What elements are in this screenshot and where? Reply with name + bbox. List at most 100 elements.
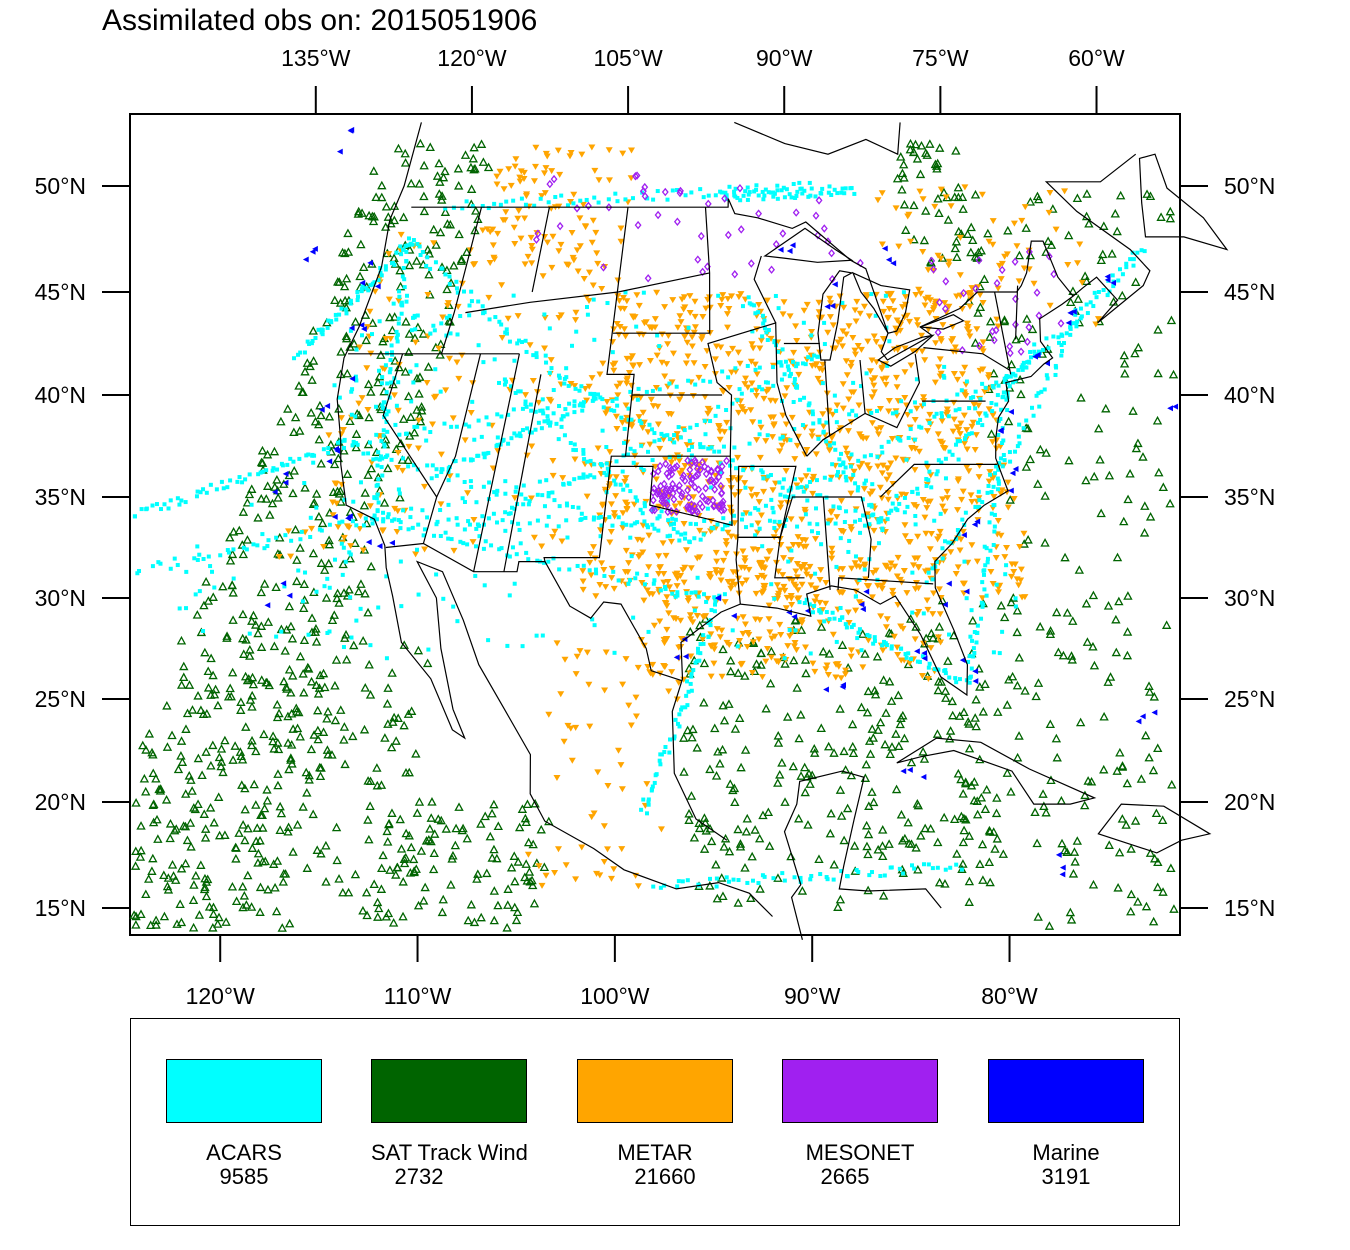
obs-marker [829,322,837,329]
obs-marker [992,529,997,534]
obs-marker [951,236,962,246]
obs-marker [748,511,753,516]
obs-marker [1084,302,1089,307]
obs-marker [991,484,996,489]
obs-marker [854,343,862,350]
obs-marker [271,466,276,471]
obs-marker [680,520,688,527]
obs-marker [987,568,995,575]
obs-marker [666,485,674,495]
obs-marker [333,453,344,463]
obs-marker [656,618,664,625]
obs-marker [328,487,339,497]
obs-marker [992,554,1000,561]
obs-marker [1157,815,1168,825]
obs-marker [1154,467,1164,477]
obs-marker [587,572,595,579]
obs-marker [941,508,949,515]
obs-marker [769,582,774,587]
obs-marker [999,612,1010,622]
obs-marker [409,427,420,437]
obs-marker [236,751,246,761]
obs-marker [284,664,295,674]
obs-marker [968,542,976,549]
obs-marker [655,333,660,338]
obs-marker [984,825,995,835]
obs-marker [298,350,303,355]
obs-marker [399,311,404,316]
obs-marker [463,422,468,427]
obs-marker [970,338,981,347]
obs-marker [415,424,420,429]
obs-marker [841,460,846,465]
obs-marker [1148,916,1159,926]
obs-marker [767,518,772,523]
obs-marker [843,450,851,457]
obs-marker [842,358,850,365]
obs-marker [288,488,298,498]
obs-marker [389,253,399,263]
obs-marker [708,485,713,490]
obs-marker [989,218,997,225]
obs-marker [287,633,298,643]
obs-marker [795,371,803,378]
obs-marker [754,833,765,843]
obs-marker [675,486,683,495]
obs-marker [512,156,520,163]
obs-marker [798,581,806,588]
obs-marker [840,186,845,191]
obs-marker [600,567,608,574]
obs-marker [699,658,710,668]
obs-marker [159,911,170,921]
obs-marker [940,686,951,695]
obs-marker [709,445,714,450]
obs-marker [571,201,576,206]
obs-marker [851,380,856,385]
obs-marker [617,238,625,245]
obs-marker [1043,236,1053,246]
obs-marker [553,774,561,781]
obs-marker [619,415,624,420]
obs-marker [339,541,344,546]
obs-marker [412,424,417,429]
obs-marker [1045,252,1053,261]
obs-marker [386,409,391,414]
obs-marker [735,397,740,402]
obs-marker [936,356,944,363]
obs-marker [349,635,354,640]
obs-marker [607,501,615,508]
obs-marker [926,570,931,575]
obs-marker [376,278,381,283]
obs-marker [383,267,388,272]
obs-marker [615,199,620,204]
obs-marker [724,408,729,413]
obs-marker [715,472,723,482]
obs-marker [332,557,337,562]
obs-marker [749,546,757,553]
obs-marker [1059,343,1064,348]
obs-marker [689,674,694,679]
obs-marker [462,499,467,504]
obs-marker [735,195,740,200]
obs-marker [775,196,780,201]
obs-marker [1033,678,1044,687]
obs-marker [906,539,914,546]
obs-marker [1002,380,1007,385]
obs-marker [880,450,885,455]
obs-marker [613,383,621,390]
obs-marker [936,528,944,535]
obs-marker [667,750,672,755]
obs-marker [878,585,886,592]
obs-marker [1078,279,1086,286]
obs-marker [746,295,751,300]
obs-marker [780,347,785,352]
obs-marker [286,708,297,718]
obs-marker [593,567,598,572]
obs-marker [366,503,374,510]
obs-marker [553,195,558,200]
obs-marker [639,522,647,529]
obs-marker [1104,273,1111,280]
obs-marker [534,351,539,356]
obs-marker [540,397,545,402]
obs-marker [256,621,267,630]
